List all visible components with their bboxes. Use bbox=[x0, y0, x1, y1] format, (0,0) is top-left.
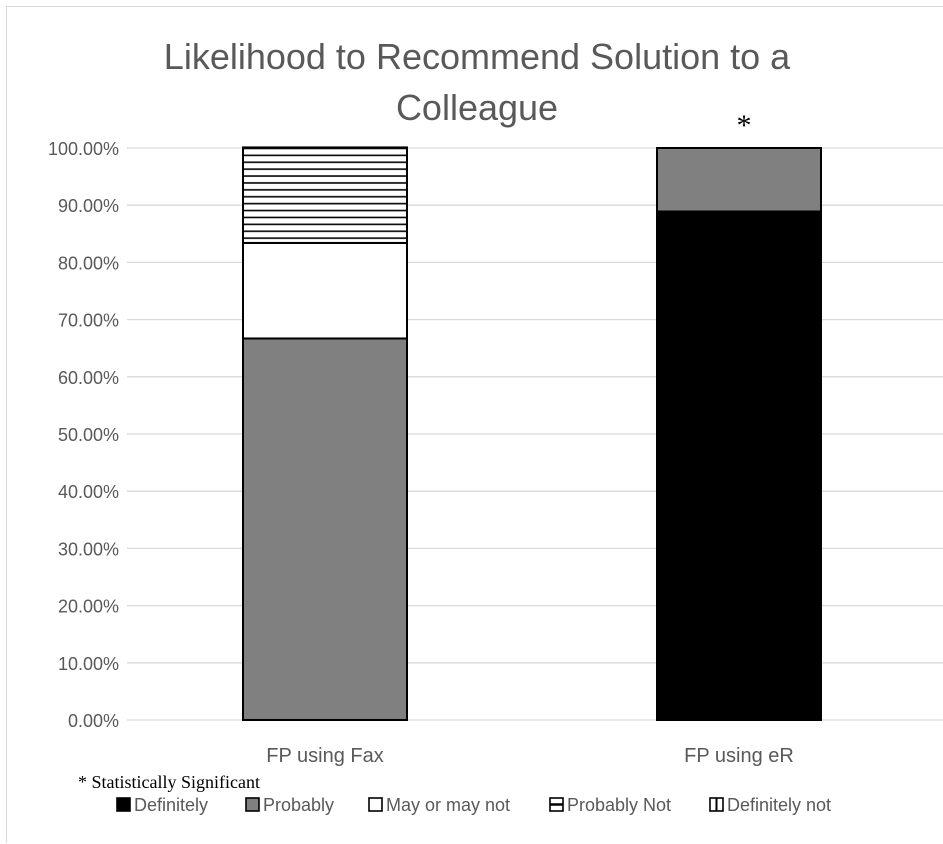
y-tick-label: 50.00% bbox=[58, 425, 119, 445]
significance-footnote: * Statistically Significant bbox=[78, 772, 260, 792]
y-tick-label: 80.00% bbox=[58, 253, 119, 273]
x-axis-category-labels: FP using Fax FP using eR bbox=[266, 745, 794, 767]
y-tick-label: 30.00% bbox=[58, 539, 119, 559]
legend-swatch bbox=[368, 797, 383, 812]
legend-label: Definitely not bbox=[727, 795, 831, 815]
y-tick-label: 90.00% bbox=[58, 196, 119, 216]
chart-title-line-2: Colleague bbox=[396, 87, 558, 128]
y-tick-label: 0.00% bbox=[68, 711, 119, 731]
legend-swatch bbox=[245, 797, 260, 812]
y-tick-label: 100.00% bbox=[48, 139, 119, 159]
chart-container: Likelihood to Recommend Solution to a Co… bbox=[6, 6, 943, 843]
chart-title: Likelihood to Recommend Solution to a Co… bbox=[164, 36, 791, 128]
y-axis-tick-labels: 0.00% 10.00% 20.00% 30.00% 40.00% 50.00% 60.00… bbox=[48, 139, 119, 731]
category-label: FP using eR bbox=[684, 745, 794, 767]
significance-markers: * bbox=[737, 109, 752, 142]
y-tick-label: 10.00% bbox=[58, 654, 119, 674]
bar-segment-definitely bbox=[656, 210, 822, 721]
bar-segment-may-or-may-not bbox=[242, 241, 408, 340]
bar-segment-probably bbox=[656, 147, 822, 213]
stacked-bar-chart: Likelihood to Recommend Solution to a Co… bbox=[48, 36, 943, 815]
legend-item: Probably bbox=[245, 795, 334, 815]
chart-title-line-1: Likelihood to Recommend Solution to a bbox=[164, 36, 791, 77]
legend-swatch bbox=[116, 797, 131, 812]
bars bbox=[242, 146, 822, 721]
bar-segment-probably-not bbox=[242, 146, 408, 244]
y-tick-label: 70.00% bbox=[58, 311, 119, 331]
y-tick-label: 40.00% bbox=[58, 482, 119, 502]
significance-marker: * bbox=[737, 109, 752, 142]
category-label: FP using Fax bbox=[266, 745, 383, 767]
legend: Definitely Probably May or may not Probably… bbox=[116, 795, 831, 815]
legend-label: May or may not bbox=[386, 795, 510, 815]
legend-label: Definitely bbox=[134, 795, 208, 815]
y-tick-label: 60.00% bbox=[58, 368, 119, 388]
legend-item: Probably Not bbox=[549, 795, 671, 815]
legend-item: Definitely bbox=[116, 795, 208, 815]
legend-label: Probably bbox=[263, 795, 334, 815]
legend-item: Definitely not bbox=[709, 795, 831, 815]
legend-label: Probably Not bbox=[567, 795, 671, 815]
y-tick-label: 20.00% bbox=[58, 597, 119, 617]
bar-segment-probably bbox=[242, 337, 408, 721]
legend-item: May or may not bbox=[368, 795, 510, 815]
